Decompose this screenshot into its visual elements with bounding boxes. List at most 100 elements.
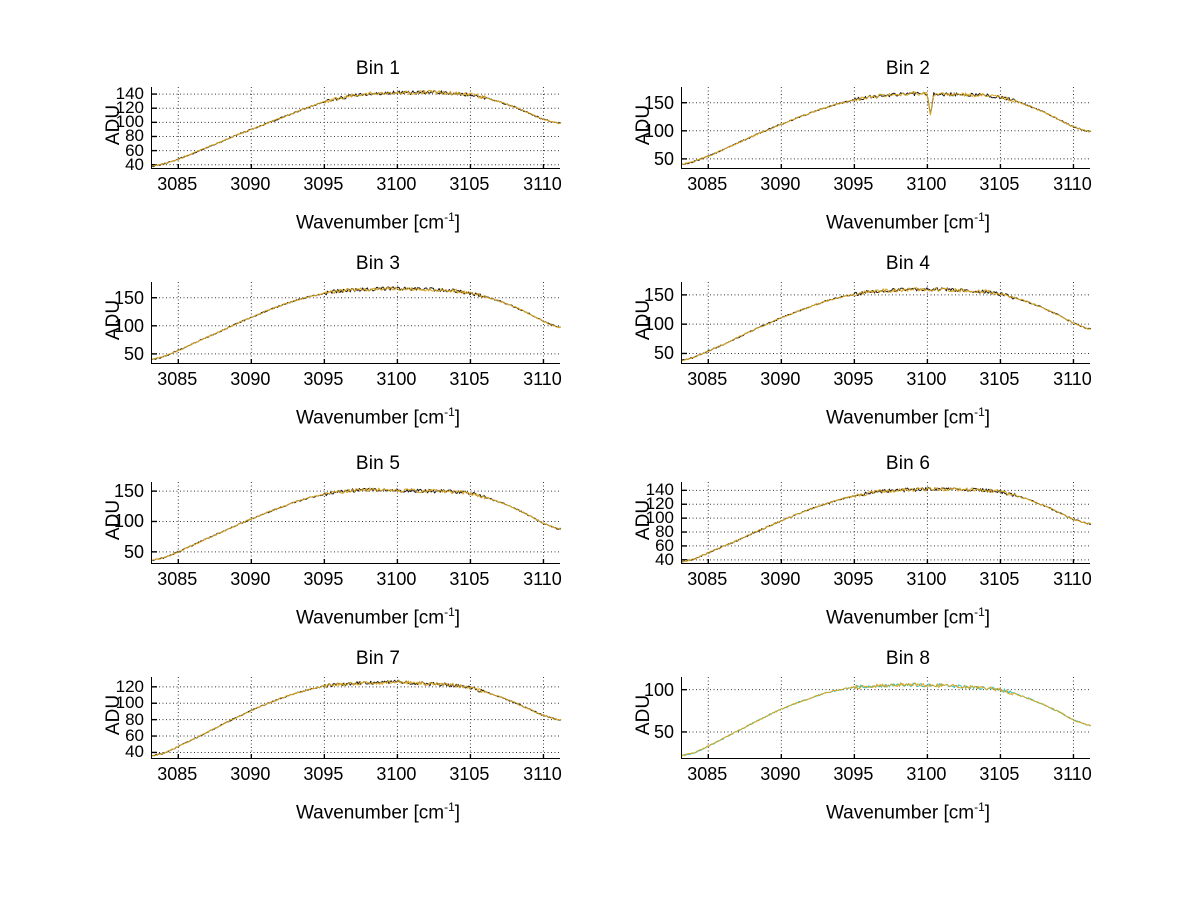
data-traces	[681, 91, 1092, 166]
axis-ticks	[152, 686, 545, 759]
y-tick-label: 100	[115, 112, 144, 132]
x-axis-label-exponent: -1	[974, 405, 985, 419]
x-axis-label-tail: ]	[984, 212, 991, 234]
trace-trace-b	[151, 286, 562, 361]
axis-ticks	[682, 294, 1075, 364]
plot-axes	[681, 482, 1092, 564]
x-axis-label-main: Wavenumber [cm	[825, 212, 975, 234]
panel-title: Bin 7	[355, 648, 401, 669]
panel-bin-8: Bin 8 ADU Wavenumber [cm-1] 50 100 3085 3090 30…	[608, 648, 1200, 844]
trace-trace-b	[681, 287, 1092, 361]
axis-ticks	[682, 102, 1075, 169]
panel-bin-5: Bin 5 ADU Wavenumber [cm-1] 50 100 150 3085 309…	[78, 453, 678, 649]
x-tick-label: 3105	[979, 569, 1020, 589]
panel-title: Bin 8	[885, 648, 931, 669]
y-tick-label: 140	[645, 480, 674, 500]
x-tick-label: 3110	[1053, 764, 1092, 784]
y-tick-label: 40	[125, 154, 144, 174]
y-tick-label: 60	[655, 535, 674, 555]
x-axis-label-tail: ]	[984, 407, 991, 429]
x-axis-label: Wavenumber [cm-1]	[648, 210, 1168, 234]
panel-title: Bin 4	[885, 253, 931, 274]
panel-title: Bin 1	[355, 58, 401, 79]
x-tick-label: 3095	[833, 174, 874, 194]
x-tick-label: 3105	[979, 174, 1020, 194]
x-tick-label-group: 3085 3090 3095 3100 3105 3110	[608, 569, 1200, 595]
trace-trace-b	[681, 486, 1092, 563]
x-tick-label: 3090	[760, 764, 801, 784]
y-tick-label: 150	[113, 287, 144, 308]
axis-ticks	[682, 688, 1075, 759]
panel-title: Bin 2	[885, 58, 931, 79]
x-axis-label-exponent: -1	[974, 800, 985, 814]
x-axis-label-exponent: -1	[444, 800, 455, 814]
y-tick-label-group: 50 100	[608, 677, 678, 759]
axis-ticks	[152, 93, 545, 169]
x-tick-label: 3090	[230, 369, 271, 389]
x-tick-label: 3095	[833, 569, 874, 589]
x-tick-label: 3110	[1053, 569, 1092, 589]
trace-trace-a	[151, 487, 562, 561]
y-tick-label: 60	[125, 726, 144, 746]
x-axis-label: Wavenumber [cm-1]	[648, 405, 1168, 429]
y-tick-label-group: 50 100 150	[78, 482, 148, 564]
data-traces	[151, 89, 562, 168]
y-tick-label: 120	[645, 494, 674, 514]
grid-lines	[682, 282, 1091, 364]
x-axis-label-tail: ]	[454, 607, 461, 629]
plot-canvas	[151, 677, 562, 759]
trace-trace-b	[681, 91, 1092, 166]
x-tick-label: 3085	[687, 174, 728, 194]
x-tick-label: 3095	[833, 764, 874, 784]
plot-axes	[681, 87, 1092, 169]
x-tick-label: 3085	[157, 764, 198, 784]
x-tick-label: 3085	[157, 174, 198, 194]
x-tick-label: 3090	[760, 174, 801, 194]
panel-bin-2: Bin 2 ADU Wavenumber [cm-1] 50 100 150 3085 309…	[608, 58, 1200, 254]
x-axis-label: Wavenumber [cm-1]	[118, 405, 638, 429]
x-axis-label-main: Wavenumber [cm	[825, 607, 975, 629]
plot-canvas	[681, 677, 1092, 759]
x-tick-label-group: 3085 3090 3095 3100 3105 3110	[608, 174, 1200, 200]
x-axis-label-main: Wavenumber [cm	[295, 607, 445, 629]
x-axis-label: Wavenumber [cm-1]	[118, 800, 638, 824]
x-axis-label-tail: ]	[454, 802, 461, 824]
axis-ticks	[152, 297, 545, 364]
grid-lines	[152, 482, 561, 564]
x-axis-label-exponent: -1	[444, 605, 455, 619]
x-tick-label: 3110	[523, 764, 562, 784]
y-tick-label: 120	[115, 676, 144, 696]
plot-canvas	[681, 282, 1092, 364]
grid-lines	[152, 282, 561, 364]
y-tick-label: 100	[645, 508, 674, 528]
trace-trace-a	[681, 486, 1092, 563]
x-axis-label-tail: ]	[984, 607, 991, 629]
y-tick-label: 150	[643, 284, 674, 305]
y-tick-label: 100	[115, 693, 144, 713]
y-tick-label: 80	[125, 126, 144, 146]
trace-trace-b	[151, 487, 562, 562]
plot-canvas	[151, 87, 562, 169]
x-tick-label-group: 3085 3090 3095 3100 3105 3110	[78, 764, 678, 790]
y-tick-label: 120	[115, 98, 144, 118]
y-tick-label: 100	[113, 315, 144, 336]
axis-ticks	[152, 490, 545, 564]
data-traces	[151, 487, 562, 562]
x-tick-label: 3100	[906, 569, 947, 589]
y-tick-label: 100	[643, 120, 674, 141]
x-tick-label: 3105	[449, 369, 490, 389]
trace-trace-a	[151, 679, 562, 757]
x-tick-label: 3085	[687, 569, 728, 589]
x-axis-label-exponent: -1	[974, 605, 985, 619]
panel-bin-7: Bin 7 ADU Wavenumber [cm-1] 40 60 80 100 120 308…	[78, 648, 678, 844]
x-axis-label: Wavenumber [cm-1]	[648, 605, 1168, 629]
y-tick-label: 100	[113, 511, 144, 532]
x-axis-label-exponent: -1	[444, 210, 455, 224]
x-axis-label-main: Wavenumber [cm	[295, 802, 445, 824]
x-tick-label: 3100	[906, 369, 947, 389]
plot-canvas	[151, 282, 562, 364]
trace-trace-a	[681, 91, 1092, 166]
trace-trace-b	[151, 679, 562, 757]
y-tick-label-group: 50 100 150	[78, 282, 148, 364]
